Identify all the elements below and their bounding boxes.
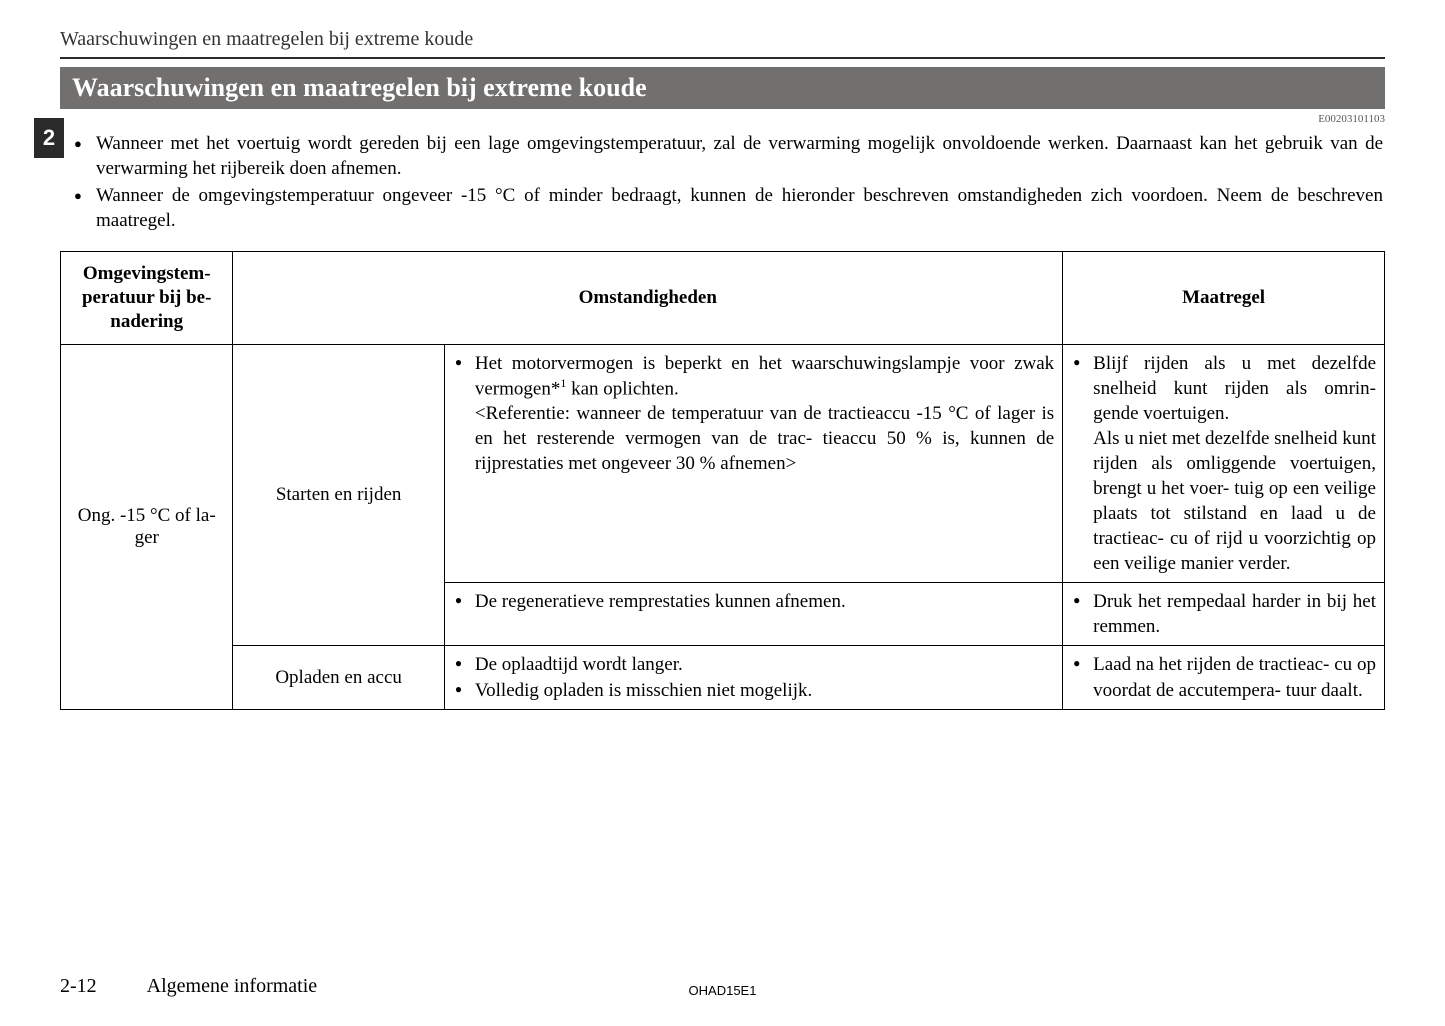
col-header-temp: Omgevingstem- peratuur bij be- nadering bbox=[61, 252, 233, 344]
action-bullet: Druk het rempedaal harder in bij het rem… bbox=[1093, 589, 1376, 639]
intro-list: Wanneer met het voertuig wordt gereden b… bbox=[60, 131, 1385, 233]
action-text: Blijf rijden als u met dezelfde snelheid… bbox=[1093, 353, 1376, 424]
condition-text-part2: kan oplichten. bbox=[571, 378, 679, 399]
category-cell: Opladen en accu bbox=[233, 646, 444, 709]
page-number: 2-12 bbox=[60, 975, 97, 998]
page-content: Waarschuwingen en maatregelen bij extrem… bbox=[0, 0, 1445, 730]
footnote-ref: 1 bbox=[560, 376, 566, 390]
action-bullet: Laad na het rijden de tractieac- cu op v… bbox=[1093, 652, 1376, 702]
action-cell: Druk het rempedaal harder in bij het rem… bbox=[1063, 583, 1385, 646]
action-bullet: Blijf rijden als u met dezelfde snelheid… bbox=[1093, 351, 1376, 577]
action-cell: Laad na het rijden de tractieac- cu op v… bbox=[1063, 646, 1385, 709]
action-extra: Als u niet met dezelfde snelheid kunt ri… bbox=[1093, 426, 1376, 576]
col-header-conditions: Omstandigheden bbox=[233, 252, 1063, 344]
reference-block: <Referentie: wanneer de temperatuur van … bbox=[475, 401, 1054, 476]
intro-item: Wanneer de omgevingstemperatuur ongeveer… bbox=[96, 183, 1385, 233]
condition-bullet: Het motorvermogen is beperkt en het waar… bbox=[475, 351, 1054, 477]
condition-bullet: De oplaadtijd wordt langer. bbox=[475, 652, 1054, 677]
category-cell: Starten en rijden bbox=[233, 344, 444, 646]
footer-doc-code: OHAD15E1 bbox=[689, 983, 757, 998]
col-header-action: Maatregel bbox=[1063, 252, 1385, 344]
breadcrumb: Waarschuwingen en maatregelen bij extrem… bbox=[60, 28, 1385, 59]
temp-cell: Ong. -15 °C of la- ger bbox=[61, 344, 233, 709]
condition-bullet: De regeneratieve remprestaties kunnen af… bbox=[475, 589, 1054, 614]
intro-item: Wanneer met het voertuig wordt gereden b… bbox=[96, 131, 1385, 181]
condition-bullet: Volledig opladen is misschien niet mogel… bbox=[475, 678, 1054, 703]
action-cell: Blijf rijden als u met dezelfde snelheid… bbox=[1063, 344, 1385, 583]
footer-section-name: Algemene informatie bbox=[147, 975, 318, 998]
condition-cell: De regeneratieve remprestaties kunnen af… bbox=[444, 583, 1062, 646]
document-id: E00203101103 bbox=[60, 113, 1385, 125]
condition-cell: Het motorvermogen is beperkt en het waar… bbox=[444, 344, 1062, 583]
conditions-table: Omgevingstem- peratuur bij be- nadering … bbox=[60, 251, 1385, 709]
condition-cell: De oplaadtijd wordt langer. Volledig opl… bbox=[444, 646, 1062, 709]
section-title: Waarschuwingen en maatregelen bij extrem… bbox=[60, 67, 1385, 109]
